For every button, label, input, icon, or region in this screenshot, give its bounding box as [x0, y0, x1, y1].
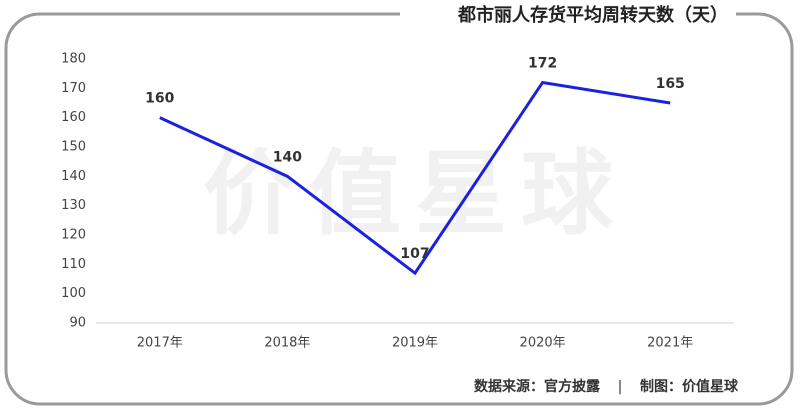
y-tick-label: 120 — [61, 228, 86, 243]
y-tick-label: 100 — [61, 286, 86, 301]
data-label: 172 — [528, 55, 557, 71]
x-tick-label: 2020年 — [520, 336, 566, 351]
watermark: 价值星球 — [203, 140, 627, 247]
separator: | — [618, 379, 623, 395]
credit: 制图：价值星球 — [640, 378, 739, 395]
data-label: 140 — [273, 149, 302, 165]
data-label: 160 — [145, 91, 174, 107]
frame — [4, 12, 794, 406]
y-tick-label: 180 — [61, 52, 86, 67]
x-tick-label: 2021年 — [647, 336, 693, 351]
y-tick-label: 130 — [61, 198, 86, 213]
y-tick-label: 110 — [61, 257, 86, 272]
y-tick-label: 140 — [61, 169, 86, 184]
x-tick-label: 2019年 — [392, 336, 438, 351]
title-backdrop — [400, 2, 736, 30]
line — [159, 80, 671, 276]
data-label: 107 — [400, 246, 429, 262]
y-tick-label: 170 — [61, 81, 86, 96]
source: 数据来源：官方披露 — [474, 378, 601, 395]
y-tick-label: 150 — [61, 140, 86, 155]
x-tick-label: 2018年 — [264, 336, 310, 351]
y-tick-label: 90 — [69, 316, 86, 331]
chart-title: 都市丽人存货平均周转天数（天） — [457, 4, 728, 26]
y-tick-label: 160 — [61, 110, 86, 125]
data-label: 165 — [656, 76, 685, 92]
x-tick-label: 2017年 — [137, 336, 183, 351]
